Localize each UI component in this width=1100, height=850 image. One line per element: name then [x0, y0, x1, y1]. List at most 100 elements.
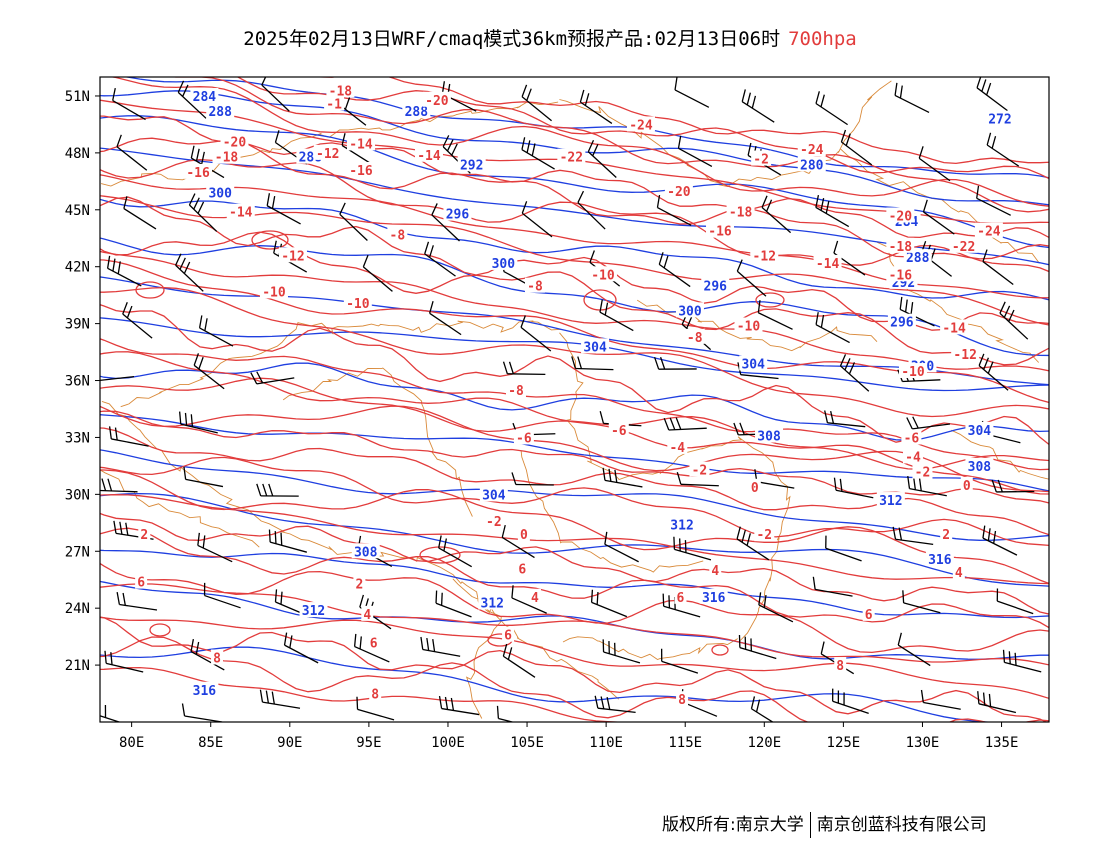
temperature-contour: [100, 666, 626, 722]
geopotential-label-bg: [581, 338, 610, 354]
temperature-label: -16: [889, 268, 913, 283]
temperature-label-bg: [709, 562, 722, 578]
geopotential-contours: [100, 77, 1049, 722]
temperature-label-bg: [483, 512, 504, 528]
temperature-label-bg: [706, 222, 735, 238]
wind-barb: [660, 648, 699, 674]
geopotential-label-bg: [755, 427, 784, 443]
temperature-contour: [100, 527, 1049, 629]
wind-barb: [653, 356, 697, 370]
geopotential-label-bg: [876, 492, 905, 508]
temperature-label: -14: [816, 257, 840, 272]
wind-barb: [501, 524, 535, 559]
wind-barb: [978, 353, 1009, 391]
wind-barb: [599, 299, 634, 332]
wind-barb: [663, 417, 707, 431]
border-line: [120, 320, 561, 408]
y-tick-label: 36N: [65, 374, 90, 390]
wind-barb: [918, 146, 951, 182]
temperature-label-bg: [422, 91, 451, 107]
y-tick-label: 39N: [65, 317, 90, 333]
temperature-label-bg: [343, 294, 372, 310]
temperature-label-bg: [211, 649, 224, 665]
wind-barb: [899, 296, 935, 327]
x-tick-label: 110E: [589, 735, 623, 751]
temperature-label: 0: [963, 479, 971, 494]
geopotential-label: 288: [208, 105, 232, 120]
temperature-contour: [167, 77, 1049, 213]
temperature-label-bg: [259, 283, 288, 299]
plot-frame: [99, 76, 1050, 723]
geopotential-label-bg: [699, 588, 728, 604]
temperature-label: -8: [527, 280, 543, 295]
temperature-label: 2: [942, 528, 950, 543]
border-line: [562, 636, 738, 661]
wind-barb: [815, 312, 850, 344]
temperature-label-bg: [960, 476, 973, 492]
temperature-contour-closed: [583, 289, 617, 311]
temperature-label: -12: [281, 249, 304, 264]
wind-barb: [100, 703, 122, 722]
temperature-label-bg: [184, 163, 213, 179]
temperature-label: -14: [229, 206, 253, 221]
wind-barb: [266, 193, 301, 225]
wind-barb: [339, 202, 368, 241]
wind-barb: [122, 302, 153, 339]
geopotential-label-bg: [402, 103, 431, 119]
temperature-contour: [236, 77, 1049, 180]
temperature-label-bg: [524, 277, 545, 293]
geopotential-label-bg: [668, 516, 697, 532]
x-tick-label: 130E: [906, 735, 940, 751]
wind-barb: [658, 252, 691, 288]
temperature-label: 6: [370, 636, 378, 651]
x-tick-label: 80E: [119, 735, 144, 751]
temperature-label-bg: [751, 150, 772, 166]
temperature-label-bg: [502, 626, 515, 642]
temperature-label-bg: [138, 526, 151, 542]
x-axis: 80E 85E 90E 95E 100E 105E 110E 115E 120E 125E 130E…: [119, 722, 1018, 751]
temperature-label-bg: [313, 144, 342, 160]
temperature-label: -12: [316, 147, 339, 162]
wind-barb: [812, 576, 853, 597]
x-tick-label: 90E: [277, 735, 302, 751]
wind-barb: [420, 636, 461, 657]
copyright-left: 版权所有:南京大学: [662, 815, 804, 835]
temperature-label: -16: [708, 225, 732, 240]
temperature-label-bg: [626, 116, 655, 132]
temperature-label-bg: [608, 421, 629, 437]
temperature-label: -4: [905, 450, 921, 465]
wind-barb: [100, 375, 135, 382]
geopotential-label: 304: [482, 488, 506, 503]
temperature-label-bg: [912, 463, 933, 479]
wind-barb: [521, 201, 553, 238]
geopotential-contour: [100, 414, 1049, 492]
temperature-contour: [100, 250, 1049, 372]
geopotential-label-bg: [903, 249, 932, 265]
wind-barb: [175, 253, 204, 292]
temperature-label-bg: [901, 429, 922, 445]
wind-barb: [677, 135, 713, 168]
temperature-contour-closed: [149, 623, 171, 637]
temperature-label: 6: [677, 591, 685, 606]
wind-barb: [435, 590, 472, 618]
temperature-label-bg: [135, 573, 148, 589]
geopotential-label-bg: [299, 602, 328, 618]
geopotential-label: 296: [890, 316, 914, 331]
temperature-label: -2: [756, 528, 772, 543]
wind-barb: [976, 185, 1011, 216]
geopotential-label: 308: [757, 430, 781, 445]
temperature-label: 8: [678, 693, 686, 708]
temperature-label: -20: [889, 209, 913, 224]
y-tick-label: 21N: [65, 658, 90, 674]
wind-barb: [906, 416, 951, 430]
temperature-label-bg: [689, 461, 710, 477]
geopotential-label-bg: [797, 156, 826, 172]
wind-barb: [656, 194, 692, 226]
wind-barb: [1002, 649, 1042, 673]
temperature-contour: [316, 77, 1049, 165]
geopotential-label-bg: [965, 457, 994, 473]
temperature-contour: [100, 562, 1049, 654]
temperature-label-bg: [353, 575, 366, 591]
wind-barb: [250, 371, 295, 385]
y-tick-label: 45N: [65, 203, 90, 219]
